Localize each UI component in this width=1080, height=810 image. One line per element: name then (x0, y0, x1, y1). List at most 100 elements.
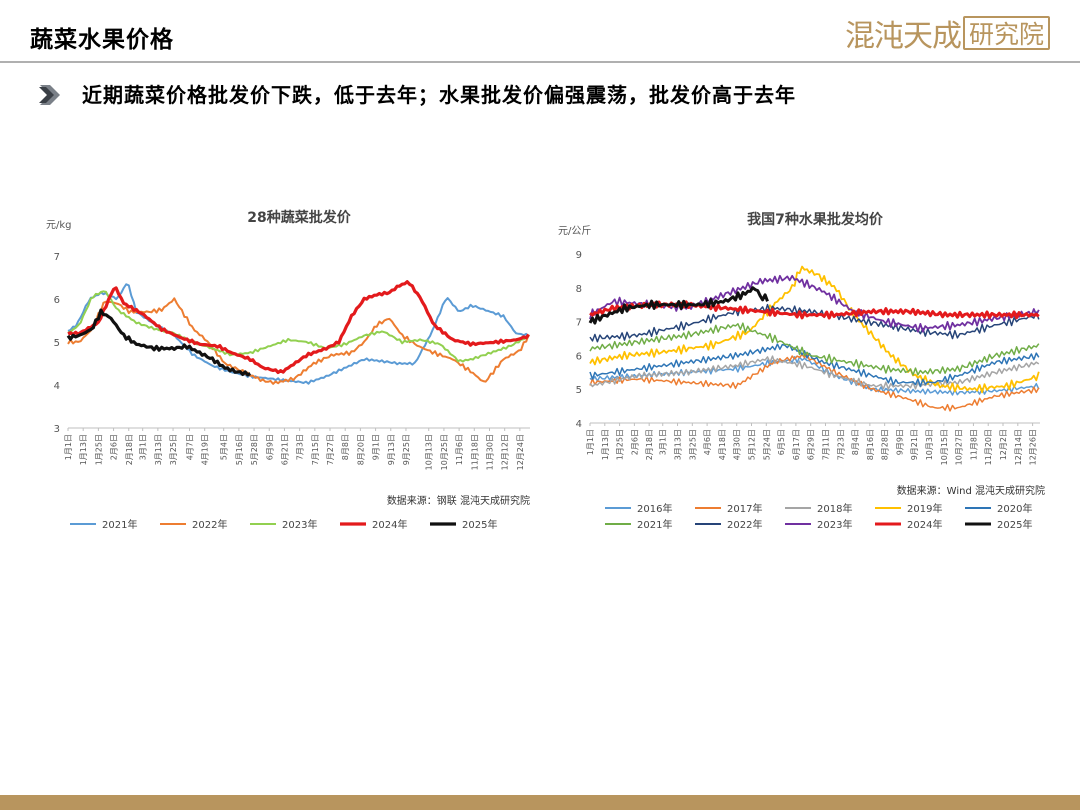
legend-label: 2016年 (637, 502, 672, 515)
legend-label: 2022年 (192, 518, 227, 531)
series-line-2025年 (66, 308, 252, 377)
legend-label: 2019年 (907, 502, 942, 515)
x-tick-label: 10月25日 (440, 434, 449, 470)
x-tick-label: 1月25日 (94, 434, 103, 465)
series-line-2024年 (67, 280, 530, 375)
y-tick-label: 6 (54, 295, 60, 306)
source-note: 数据来源：Wind 混沌天成研究院 (897, 484, 1045, 497)
series-line-2018年 (589, 355, 1040, 390)
legend-label: 2018年 (817, 502, 852, 515)
x-tick-label: 3月1日 (659, 429, 668, 455)
x-tick-label: 11月30日 (485, 434, 494, 470)
x-tick-label: 12月2日 (999, 429, 1008, 460)
series-line-2023年 (589, 274, 1040, 333)
x-tick-label: 4月6日 (703, 429, 712, 455)
x-tick-label: 3月25日 (169, 434, 178, 465)
x-tick-label: 7月15日 (311, 434, 320, 465)
x-tick-label: 10月27日 (955, 429, 964, 465)
y-tick-label: 6 (576, 351, 582, 362)
series-line-2020年 (589, 343, 1040, 387)
x-tick-label: 7月27日 (326, 434, 335, 465)
x-tick-label: 12月14日 (1014, 429, 1023, 465)
legend-label: 2021年 (637, 518, 672, 531)
header-divider (0, 61, 1080, 63)
x-tick-label: 11月6日 (455, 434, 464, 465)
x-tick-label: 2月6日 (110, 434, 119, 460)
x-tick-label: 8月20日 (356, 434, 365, 465)
x-tick-label: 9月9日 (895, 429, 904, 455)
series-line-2021年 (67, 283, 530, 385)
legend-label: 2024年 (907, 518, 942, 531)
x-tick-label: 3月1日 (139, 434, 148, 460)
x-tick-label: 9月13日 (387, 434, 396, 465)
y-tick-label: 7 (54, 252, 60, 263)
x-tick-label: 3月13日 (154, 434, 163, 465)
y-tick-label: 5 (54, 338, 60, 349)
x-tick-label: 12月24日 (516, 434, 525, 470)
series-line-2023年 (67, 290, 529, 363)
legend-label: 2023年 (282, 518, 317, 531)
legend-label: 2024年 (372, 518, 407, 531)
x-tick-label: 7月23日 (836, 429, 845, 460)
series-line-2022年 (67, 297, 530, 385)
x-tick-label: 6月21日 (280, 434, 289, 465)
x-tick-label: 7月11日 (821, 429, 830, 460)
x-tick-label: 9月25日 (402, 434, 411, 465)
x-tick-label: 6月5日 (777, 429, 786, 455)
x-tick-label: 10月13日 (425, 434, 434, 470)
x-tick-label: 6月17日 (792, 429, 801, 460)
x-tick-label: 5月24日 (762, 429, 771, 460)
x-tick-label: 1月1日 (64, 434, 73, 460)
x-tick-label: 10月3日 (925, 429, 934, 460)
series-line-2017年 (589, 353, 1040, 412)
x-tick-label: 2月18日 (125, 434, 134, 465)
series-line-2021年 (589, 322, 1040, 376)
legend-label: 2021年 (102, 518, 137, 531)
x-tick-label: 11月8日 (969, 429, 978, 460)
x-tick-label: 8月8日 (341, 434, 350, 460)
x-tick-label: 3月25日 (688, 429, 697, 460)
y-tick-label: 4 (576, 419, 582, 430)
x-tick-label: 4月7日 (186, 434, 195, 460)
x-tick-label: 7月3日 (296, 434, 305, 460)
series-line-2025年 (588, 286, 769, 325)
y-tick-label: 8 (576, 284, 582, 295)
x-tick-label: 6月9日 (265, 434, 274, 460)
legend-label: 2017年 (727, 502, 762, 515)
x-tick-label: 5月16日 (235, 434, 244, 465)
y-axis-unit: 元/公斤 (558, 225, 591, 237)
y-axis-unit: 元/kg (46, 220, 72, 231)
x-tick-label: 9月1日 (372, 434, 381, 460)
x-tick-label: 8月4日 (851, 429, 860, 455)
legend-label: 2025年 (997, 518, 1032, 531)
x-tick-label: 11月18日 (470, 434, 479, 470)
source-note: 数据来源：钢联 混沌天成研究院 (387, 494, 530, 507)
legend-label: 2022年 (727, 518, 762, 531)
series-line-2016年 (589, 356, 1040, 396)
headline: 近期蔬菜价格批发价下跌，低于去年；水果批发价偏强震荡，批发价高于去年 (82, 83, 796, 107)
footer-bar (0, 795, 1080, 810)
logo-text: 混沌天成 (845, 19, 962, 54)
logo-box-text: 研究院 (969, 20, 1045, 49)
x-tick-label: 1月13日 (601, 429, 610, 460)
x-tick-label: 6月29日 (807, 429, 816, 460)
x-tick-label: 3月13日 (674, 429, 683, 460)
series-line-2022年 (589, 303, 1040, 343)
chart-title: 我国7种水果批发均价 (747, 211, 884, 228)
y-tick-label: 7 (576, 318, 582, 329)
y-tick-label: 9 (576, 250, 582, 261)
x-tick-label: 11月20日 (984, 429, 993, 465)
x-tick-label: 5月12日 (748, 429, 757, 460)
x-tick-label: 1月1日 (586, 429, 595, 455)
x-tick-label: 4月18日 (718, 429, 727, 460)
legend-label: 2023年 (817, 518, 852, 531)
x-tick-label: 2月18日 (645, 429, 654, 460)
chart-title: 28种蔬菜批发价 (247, 209, 351, 226)
x-tick-label: 1月13日 (79, 434, 88, 465)
legend-label: 2020年 (997, 502, 1032, 515)
logo-box: 研究院 (963, 16, 1051, 50)
y-tick-label: 3 (54, 424, 60, 435)
x-tick-label: 12月26日 (1029, 429, 1038, 465)
